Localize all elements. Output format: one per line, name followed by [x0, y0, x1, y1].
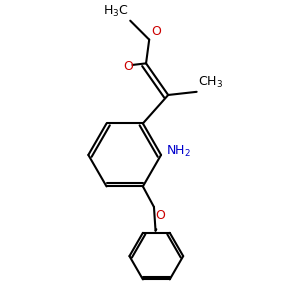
- Text: H$_3$C: H$_3$C: [103, 4, 129, 19]
- Text: CH$_3$: CH$_3$: [198, 75, 223, 90]
- Text: O: O: [151, 25, 161, 38]
- Text: O: O: [155, 208, 165, 222]
- Text: O: O: [124, 60, 134, 73]
- Text: NH$_2$: NH$_2$: [166, 144, 191, 159]
